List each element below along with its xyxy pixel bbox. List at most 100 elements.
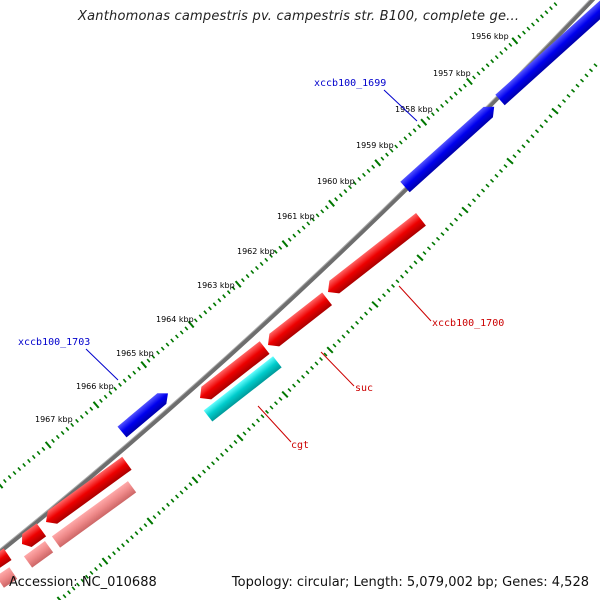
leader-line-1699: [383, 89, 418, 122]
tick-mark: [234, 280, 242, 288]
tick-mark: [521, 144, 526, 149]
tick-mark: [89, 406, 94, 411]
tick-mark: [301, 374, 305, 379]
tick-mark: [371, 300, 379, 308]
tick-mark: [98, 562, 103, 568]
tick-mark: [179, 490, 184, 495]
gene-label-suc[interactable]: suc: [355, 383, 373, 394]
tick-mark: [245, 273, 250, 279]
tick-mark: [134, 531, 139, 536]
gene-label-xccb100-1703[interactable]: xccb100_1703: [18, 337, 90, 348]
tick-mark: [94, 566, 98, 572]
gene-red-lower-2[interactable]: [17, 523, 47, 550]
tick-mark: [380, 156, 385, 161]
tick-mark: [409, 265, 413, 270]
gene-pink-1[interactable]: [51, 481, 137, 548]
tick-mark: [449, 95, 454, 100]
tick-mark: [453, 217, 459, 222]
tick-mark: [324, 205, 329, 210]
tick-mark: [179, 330, 184, 335]
tick-mark: [579, 78, 585, 83]
tick-mark: [362, 172, 366, 177]
tick-mark: [166, 502, 170, 507]
tick-mark: [231, 286, 236, 291]
tick-mark: [416, 254, 424, 262]
tick-mark: [391, 283, 395, 288]
tick-mark: [156, 350, 160, 355]
tick-mark: [215, 457, 220, 462]
gene-xccb100-1700[interactable]: [323, 213, 426, 298]
tick-mark: [206, 465, 211, 470]
tick-mark: [170, 498, 175, 503]
tick-mark: [85, 574, 89, 579]
tick-mark: [549, 6, 553, 11]
tick-mark: [269, 253, 273, 258]
tick-mark: [60, 430, 65, 436]
tick-mark: [112, 551, 116, 556]
gene-cgt[interactable]: [203, 356, 282, 422]
gene-pink-3[interactable]: [0, 567, 18, 588]
tick-mark: [175, 494, 179, 499]
tick-mark: [269, 405, 274, 410]
tick-mark: [320, 209, 325, 214]
tick-mark: [359, 316, 364, 321]
tick-mark: [143, 523, 148, 528]
tick-mark: [389, 148, 394, 153]
tick-mark: [338, 193, 343, 198]
gene-label-cgt[interactable]: cgt: [291, 440, 309, 451]
tick-mark: [36, 450, 41, 456]
tick-mark: [137, 366, 141, 371]
tick-mark: [247, 427, 251, 432]
gene-xccb100-1703[interactable]: [117, 388, 173, 438]
tick-mark: [540, 14, 544, 19]
tick-mark: [476, 71, 481, 76]
gene-xccb100-1698[interactable]: [495, 0, 600, 106]
tick-mark: [593, 63, 598, 68]
tick-mark: [440, 103, 444, 108]
tick-mark: [116, 547, 121, 552]
tick-mark: [526, 26, 531, 31]
gene-red-lower-1[interactable]: [41, 456, 132, 529]
accession-label: Accession: NC_010688: [9, 575, 157, 590]
kbp-label: 1960 kbp: [317, 177, 355, 186]
gene-pink-2[interactable]: [23, 541, 54, 568]
tick-mark: [202, 469, 206, 474]
tick-mark: [332, 343, 337, 348]
tick-mark: [75, 418, 79, 423]
tick-mark: [256, 418, 260, 423]
tick-mark: [426, 246, 432, 251]
tick-mark: [121, 543, 125, 548]
tick-mark: [132, 370, 137, 375]
tick-mark: [184, 486, 188, 491]
tick-mark: [508, 42, 513, 47]
tick-mark: [188, 482, 193, 487]
tick-mark: [296, 379, 301, 384]
tick-mark: [374, 159, 382, 167]
tick-mark: [191, 476, 199, 484]
tick-mark: [341, 334, 346, 339]
gene-suc-2[interactable]: [195, 341, 270, 404]
tick-mark: [575, 83, 580, 88]
gene-xccb100-1699[interactable]: [400, 102, 499, 193]
tick-mark: [146, 358, 151, 363]
tick-mark: [311, 217, 315, 222]
tick-mark: [17, 466, 22, 472]
gene-label-xccb100-1699[interactable]: xccb100_1699: [314, 78, 386, 89]
tick-mark: [125, 539, 130, 544]
tick-mark: [255, 265, 259, 271]
tick-mark: [357, 176, 362, 182]
gene-suc-1[interactable]: [263, 292, 333, 352]
tick-mark: [80, 578, 85, 583]
tick-mark: [485, 63, 490, 68]
tick-mark: [417, 124, 422, 129]
tick-mark: [535, 18, 540, 23]
gene-label-xccb100-1700[interactable]: xccb100_1700: [432, 318, 504, 329]
gene-red-lower-3[interactable]: [0, 548, 12, 568]
tick-mark: [260, 414, 265, 419]
tick-mark: [466, 77, 473, 86]
tick-mark: [297, 229, 301, 234]
tick-mark: [449, 222, 454, 227]
kbp-label: 1966 kbp: [76, 382, 114, 391]
tick-mark: [51, 438, 55, 444]
